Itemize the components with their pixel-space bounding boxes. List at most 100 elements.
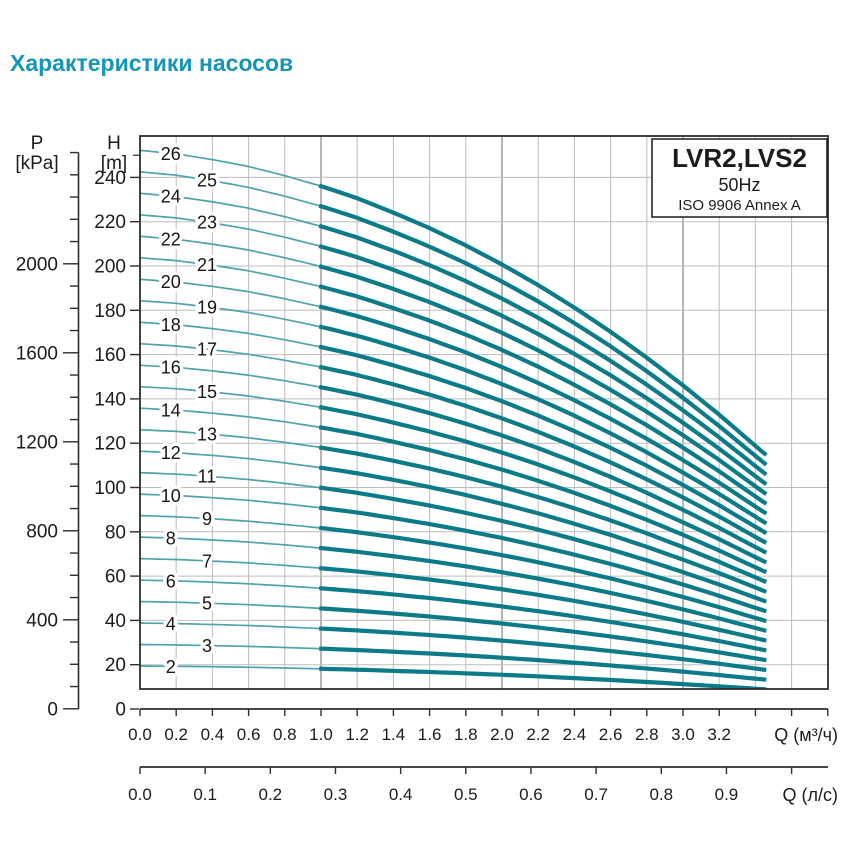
curve-stage-labels: 2345678910111213141516171819202122232425… [157, 140, 220, 680]
curve-label-3: 3 [202, 636, 212, 656]
head-tick-label: 220 [94, 212, 126, 233]
curve-label-23: 23 [197, 213, 217, 233]
curve-label-20: 20 [161, 272, 181, 292]
flow-ls-tick-label: 0.3 [324, 785, 348, 804]
pressure-tick-label: 1600 [16, 343, 58, 364]
pump-curve-duty-18 [318, 344, 768, 536]
head-axis-name: H [107, 133, 121, 154]
curve-label-10: 10 [161, 486, 181, 506]
flow-axis-m3h: 0.0 0.2 0.4 0.6 0.8 1.0 1.2 1.4 1.6 1.8 2.0 2.2 2.4 2… [128, 708, 829, 744]
flow-m3h-tick-label: 1.4 [382, 725, 406, 744]
pump-curve-duty-2 [319, 666, 767, 689]
flow-m3h-tick-label: 0.0 [128, 725, 152, 744]
flow-ls-tick-label: 0.5 [454, 785, 478, 804]
flow-ls-tick-label: 0.0 [128, 785, 152, 804]
curve-label-8: 8 [166, 529, 176, 549]
flow-axis-ls: 0.0 0.1 0.2 0.3 0.4 0.5 0.6 0.7 0.8 0.9 [128, 766, 828, 804]
pump-curve-duty-21 [318, 284, 768, 506]
plot-frame [139, 135, 829, 690]
flow-m3h-unit-label: Q (м³/ч) [774, 725, 838, 745]
pump-curves [140, 149, 768, 689]
pump-curve-duty-11 [318, 485, 767, 604]
pump-curve-duty-22 [318, 264, 768, 496]
pump-curve-duty-16 [318, 384, 768, 555]
legend-model: LVR2,LVS2 [672, 143, 807, 173]
curve-label-7: 7 [202, 551, 212, 571]
head-tick-label: 60 [105, 567, 126, 588]
head-axis: 0 20 40 60 80 100 120 140 160 180 200 220 240 [94, 154, 139, 721]
pump-curve-duty-26 [318, 183, 768, 457]
curve-label-6: 6 [166, 571, 176, 591]
head-tick-label: 20 [105, 655, 126, 676]
pressure-tick-label: 2000 [16, 254, 58, 275]
plot-border [139, 135, 829, 690]
curve-label-13: 13 [197, 424, 217, 444]
pump-curve-duty-19 [318, 324, 768, 526]
pump-curve-duty-6 [319, 586, 767, 653]
pressure-tick-label: 400 [26, 610, 58, 631]
legend-box: LVR2,LVS2 50Hz ISO 9906 Annex A [651, 138, 828, 218]
pump-curve-duty-10 [318, 505, 767, 614]
flow-ls-tick-label: 0.1 [193, 785, 217, 804]
flow-m3h-tick-label: 0.4 [201, 725, 225, 744]
flow-m3h-tick-label: 2.0 [490, 725, 514, 744]
head-tick-label: 240 [94, 168, 126, 189]
head-tick-label: 120 [94, 434, 126, 455]
flow-m3h-tick-label: 1.8 [454, 725, 478, 744]
head-tick-label: 180 [94, 301, 126, 322]
head-tick-label: 100 [94, 478, 126, 499]
pump-curve-duty-20 [318, 304, 768, 516]
curve-label-15: 15 [197, 382, 217, 402]
head-tick-label: 40 [105, 611, 126, 632]
pump-curve-thin-6 [140, 579, 767, 652]
flow-m3h-tick-label: 3.0 [671, 725, 695, 744]
curve-label-5: 5 [202, 594, 212, 614]
flow-m3h-tick-label: 1.0 [309, 725, 333, 744]
flow-m3h-tick-label: 2.6 [599, 725, 623, 744]
page-title: Характеристики насосов [10, 50, 294, 76]
pump-curve-thin-24 [140, 192, 767, 476]
pressure-tick-label: 800 [26, 521, 58, 542]
curve-label-18: 18 [161, 315, 181, 335]
curve-label-17: 17 [197, 340, 217, 360]
flow-m3h-tick-label: 0.6 [237, 725, 261, 744]
flow-m3h-tick-label: 2.8 [635, 725, 659, 744]
pressure-axis-name: P [31, 133, 44, 154]
pump-curve-duty-4 [319, 626, 767, 672]
flow-m3h-tick-label: 1.6 [418, 725, 442, 744]
pump-curve-duty-14 [318, 425, 768, 575]
legend-border [651, 138, 828, 218]
head-tick-label: 0 [115, 700, 126, 721]
flow-m3h-tick-label: 0.8 [273, 725, 297, 744]
flow-ls-tick-label: 0.4 [389, 785, 413, 804]
curve-label-19: 19 [197, 297, 217, 317]
flow-ls-tick-label: 0.7 [584, 785, 608, 804]
pump-curve-duty-24 [318, 223, 768, 477]
pump-curve-duty-3 [319, 646, 767, 682]
head-axis-unit: [m] [101, 153, 127, 174]
pump-curve-duty-15 [318, 404, 768, 565]
curve-label-14: 14 [161, 400, 181, 420]
flow-m3h-tick-label: 2.4 [563, 725, 587, 744]
curve-label-4: 4 [166, 614, 176, 634]
flow-ls-tick-label: 0.8 [649, 785, 673, 804]
curve-label-11: 11 [198, 467, 217, 487]
curve-label-24: 24 [161, 187, 181, 207]
curve-label-9: 9 [202, 509, 212, 529]
curve-label-21: 21 [197, 255, 217, 275]
flow-ls-unit-label: Q (л/с) [783, 785, 839, 805]
pump-curve-duty-5 [319, 606, 767, 663]
head-tick-label: 160 [94, 345, 126, 366]
curve-label-22: 22 [161, 229, 181, 249]
pump-curve-duty-7 [319, 566, 767, 643]
flow-m3h-tick-label: 3.2 [707, 725, 731, 744]
head-tick-label: 140 [94, 389, 126, 410]
pump-curve-duty-13 [318, 445, 768, 584]
pump-curve-duty-25 [318, 203, 768, 467]
curve-label-12: 12 [161, 443, 181, 463]
flow-ls-tick-label: 0.9 [715, 785, 739, 804]
pump-curve-duty-9 [318, 525, 767, 624]
flow-m3h-tick-label: 2.2 [526, 725, 550, 744]
pressure-tick-label: 0 [47, 699, 58, 720]
